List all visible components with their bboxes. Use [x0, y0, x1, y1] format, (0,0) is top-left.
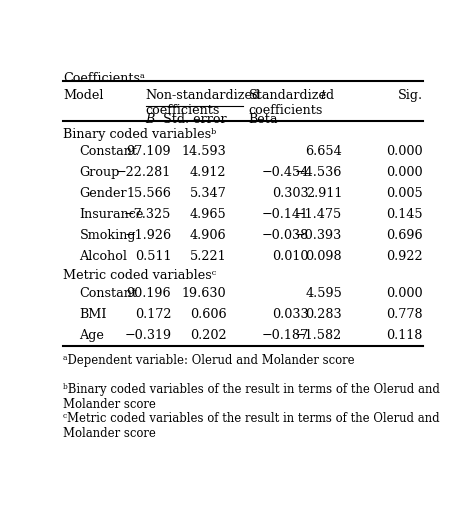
Text: 4.965: 4.965 [190, 208, 227, 221]
Text: 0.010: 0.010 [273, 250, 309, 263]
Text: Smoking: Smoking [80, 229, 136, 242]
Text: Gender: Gender [80, 187, 127, 200]
Text: 0.202: 0.202 [190, 329, 227, 342]
Text: 0.005: 0.005 [386, 187, 423, 200]
Text: 15.566: 15.566 [127, 187, 171, 200]
Text: 4.906: 4.906 [190, 229, 227, 242]
Text: Std. error: Std. error [163, 113, 227, 125]
Text: 0.283: 0.283 [305, 308, 342, 321]
Text: Non-standardized
coefficients: Non-standardized coefficients [146, 89, 261, 117]
Text: Constant: Constant [80, 287, 137, 300]
Text: 0.511: 0.511 [135, 250, 171, 263]
Text: 0.303: 0.303 [273, 187, 309, 200]
Text: Sig.: Sig. [398, 89, 423, 102]
Text: −7.325: −7.325 [124, 208, 171, 221]
Text: −4.536: −4.536 [295, 166, 342, 179]
Text: −1.475: −1.475 [295, 208, 342, 221]
Text: 6.654: 6.654 [305, 145, 342, 158]
Text: 4.912: 4.912 [190, 166, 227, 179]
Text: 14.593: 14.593 [182, 145, 227, 158]
Text: 0.118: 0.118 [387, 329, 423, 342]
Text: −0.393: −0.393 [295, 229, 342, 242]
Text: ᶜMetric coded variables of the result in terms of the Olerud and
Molander score: ᶜMetric coded variables of the result in… [63, 412, 439, 440]
Text: Binary coded variablesᵇ: Binary coded variablesᵇ [63, 128, 216, 141]
Text: −0.187: −0.187 [262, 329, 309, 342]
Text: Age: Age [80, 329, 104, 342]
Text: −1.582: −1.582 [295, 329, 342, 342]
Text: B: B [146, 113, 155, 125]
Text: 0.922: 0.922 [386, 250, 423, 263]
Text: 0.000: 0.000 [386, 145, 423, 158]
Text: 5.347: 5.347 [190, 187, 227, 200]
Text: −0.141: −0.141 [262, 208, 309, 221]
Text: Beta: Beta [248, 113, 278, 125]
Text: −22.281: −22.281 [116, 166, 171, 179]
Text: BMI: BMI [80, 308, 107, 321]
Text: Insurance: Insurance [80, 208, 144, 221]
Text: −1.926: −1.926 [124, 229, 171, 242]
Text: 0.000: 0.000 [386, 287, 423, 300]
Text: Metric coded variablesᶜ: Metric coded variablesᶜ [63, 269, 216, 282]
Text: 2.911: 2.911 [306, 187, 342, 200]
Text: 0.000: 0.000 [386, 166, 423, 179]
Text: 5.221: 5.221 [190, 250, 227, 263]
Text: 4.595: 4.595 [305, 287, 342, 300]
Text: Alcohol: Alcohol [80, 250, 128, 263]
Text: 90.196: 90.196 [127, 287, 171, 300]
Text: 0.172: 0.172 [135, 308, 171, 321]
Text: 0.778: 0.778 [386, 308, 423, 321]
Text: Standardized
coefficients: Standardized coefficients [248, 89, 335, 117]
Text: 0.145: 0.145 [386, 208, 423, 221]
Text: Coefficientsᵃ: Coefficientsᵃ [63, 72, 145, 85]
Text: ᵇBinary coded variables of the result in terms of the Olerud and
Molander score: ᵇBinary coded variables of the result in… [63, 383, 440, 411]
Text: 97.109: 97.109 [127, 145, 171, 158]
Text: ᵃDependent variable: Olerud and Molander score: ᵃDependent variable: Olerud and Molander… [63, 354, 355, 366]
Text: t: t [320, 89, 326, 102]
Text: −0.319: −0.319 [124, 329, 171, 342]
Text: Model: Model [63, 89, 103, 102]
Text: −0.454: −0.454 [262, 166, 309, 179]
Text: 0.098: 0.098 [305, 250, 342, 263]
Text: 0.696: 0.696 [386, 229, 423, 242]
Text: Group: Group [80, 166, 120, 179]
Text: −0.038: −0.038 [262, 229, 309, 242]
Text: 0.606: 0.606 [190, 308, 227, 321]
Text: 0.033: 0.033 [273, 308, 309, 321]
Text: 19.630: 19.630 [182, 287, 227, 300]
Text: Constant: Constant [80, 145, 137, 158]
